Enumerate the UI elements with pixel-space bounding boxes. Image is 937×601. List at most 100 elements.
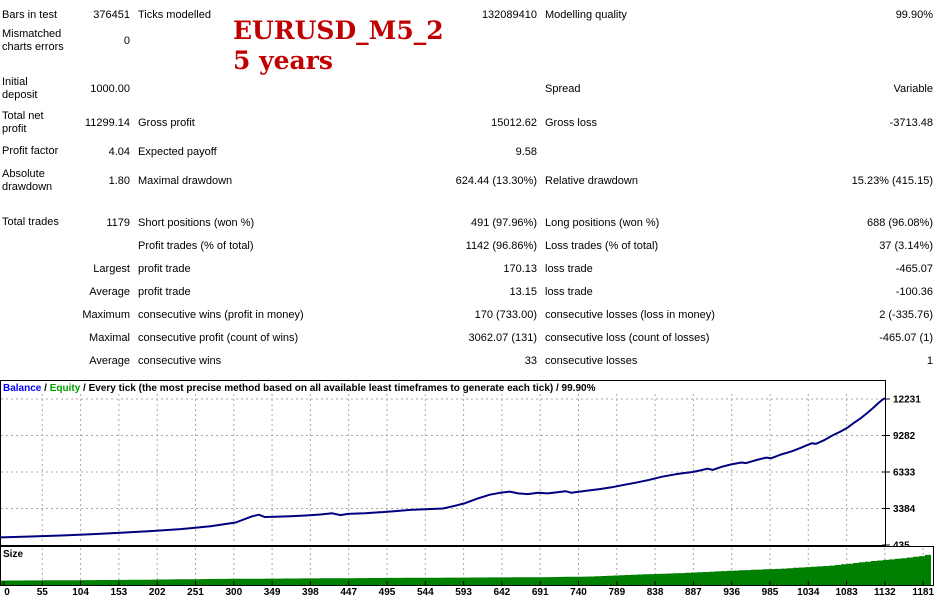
stat-value: -465.07 (1) <box>879 331 933 344</box>
x-axis-label: 104 <box>72 587 89 598</box>
stat-label: Spread <box>545 83 581 95</box>
stat-value: 4.04 <box>108 145 130 158</box>
x-axis-label: 153 <box>110 587 128 598</box>
y-axis-label: 435 <box>893 541 910 547</box>
x-axis-label: 1181 <box>912 587 935 598</box>
legend-equity: Equity <box>50 383 81 394</box>
stat-label: Gross profit <box>138 117 195 129</box>
x-axis-label: 1132 <box>874 587 896 598</box>
stat-value: 1.80 <box>108 175 130 187</box>
legend-method: / Every tick (the most precise method ba… <box>80 383 595 394</box>
stat-value: 1 <box>926 354 933 367</box>
x-axis-label: 691 <box>531 587 549 598</box>
stat-value: 132089410 <box>481 9 537 21</box>
legend-separator: / <box>41 383 49 394</box>
stat-label: profit trade <box>138 262 191 275</box>
chart-frame <box>0 380 886 546</box>
x-axis-label: 398 <box>302 587 319 598</box>
stat-value: 11299.14 <box>84 117 130 129</box>
stat-value: 15012.62 <box>491 117 537 129</box>
stat-label: Total net profit <box>2 110 44 135</box>
stats-row: Profit factor 4.04 Expected payoff 9.58 <box>2 140 933 163</box>
stat-value: 1000.00 <box>90 83 130 95</box>
stat-cell-group: Average <box>2 286 130 298</box>
stat-value: 15.23% (415.15) <box>851 175 933 187</box>
stats-row: Mismatched charts errors 0 <box>2 26 933 56</box>
stats-row: Largest profit trade 170.13 loss trade -465.… <box>2 257 933 280</box>
stat-value: 491 (97.96%) <box>470 216 537 229</box>
size-area <box>1 553 931 585</box>
stat-value: 9.58 <box>515 145 537 158</box>
stat-cell-group: Profit factor 4.04 <box>2 145 130 158</box>
stat-value: Average <box>89 285 130 298</box>
stat-cell-group: Total trades 1179 <box>2 216 130 229</box>
stats-row: Maximum consecutive wins (profit in money… <box>2 303 933 326</box>
stat-label: Expected payoff <box>138 145 217 158</box>
stat-value: 376451 <box>93 9 130 21</box>
stat-cell-group: Bars in test 376451 <box>2 9 130 22</box>
stat-value: -465.07 <box>895 262 933 275</box>
stat-cell-group: Total net profit 11299.14 <box>2 110 130 136</box>
stats-row: Profit trades (% of total) 1142 (96.86%) L… <box>2 234 933 257</box>
stat-label: Relative drawdown <box>545 175 638 187</box>
stat-label: consecutive losses <box>545 354 638 367</box>
stat-label: consecutive losses (loss in money) <box>545 308 715 321</box>
stat-cell-group: Maximal <box>2 332 130 344</box>
stats-row: Total trades 1179 Short positions (won %) 4… <box>2 211 933 234</box>
stat-value: 13.15 <box>509 285 537 298</box>
stat-label: Profit factor <box>2 145 59 157</box>
stat-label: Ticks modelled <box>138 9 211 21</box>
stat-cell-group: Mismatched charts errors 0 <box>2 28 130 54</box>
stat-value: Maximal <box>89 331 130 344</box>
stat-label: consecutive wins <box>138 354 222 367</box>
stat-cell-group: Average <box>2 355 130 367</box>
stat-value: 170.13 <box>503 262 537 275</box>
y-axis-label: 3384 <box>893 504 916 515</box>
stat-label: Long positions (won %) <box>545 216 660 229</box>
x-axis-label: 642 <box>493 587 511 598</box>
stat-label: Mismatched charts errors <box>2 28 64 53</box>
stat-value: Largest <box>93 262 130 275</box>
y-axis-label: 6333 <box>893 468 916 479</box>
y-axis-label: 12231 <box>893 395 921 406</box>
stat-value: -100.36 <box>895 285 933 298</box>
x-axis-label: 1083 <box>835 587 858 598</box>
x-axis-label: 0 <box>4 587 10 598</box>
x-axis-labels: 0 55 104 153 202 251 300 349 398 447 495 544 593 642 6… <box>0 587 937 601</box>
stat-label: profit trade <box>138 285 191 298</box>
stat-label: Profit trades (% of total) <box>138 239 254 252</box>
stat-label: Bars in test <box>2 8 58 21</box>
stats-row: Total net profit 11299.14 Gross profit 1501… <box>2 106 933 140</box>
stat-value: 2 (-335.76) <box>879 308 933 321</box>
stats-row: Bars in test 376451 Ticks modelled 13208941… <box>2 4 933 26</box>
stat-label: Initial deposit <box>2 76 38 101</box>
stat-value: 1179 <box>106 216 130 229</box>
x-axis-label: 740 <box>570 587 587 598</box>
x-axis-label: 789 <box>608 587 626 598</box>
y-axis-label: 9282 <box>893 431 916 442</box>
x-axis-label: 544 <box>416 587 434 598</box>
size-panel-label: Size <box>3 549 23 560</box>
report-title: EURUSD_M5_2 5 years <box>233 16 444 76</box>
stat-cell-group: Maximum <box>2 309 130 321</box>
stat-label: loss trade <box>545 262 593 275</box>
stat-cell-group: Absolute drawdown 1.80 <box>2 168 130 194</box>
stat-label: Modelling quality <box>545 9 627 21</box>
size-chart: Size <box>0 546 934 586</box>
x-axis-label: 593 <box>455 587 472 598</box>
stats-gap <box>2 199 933 211</box>
x-axis-label: 1034 <box>797 587 820 598</box>
stats-row: Initial deposit 1000.00 Spread Variable <box>2 72 933 106</box>
stat-value: Maximum <box>82 308 130 321</box>
stats-row: Average profit trade 13.15 loss trade -100.3… <box>2 280 933 303</box>
stat-label: consecutive loss (count of losses) <box>545 331 710 344</box>
stat-label: consecutive wins (profit in money) <box>138 308 304 321</box>
stat-label: Loss trades (% of total) <box>545 239 659 252</box>
x-axis-label: 251 <box>187 587 204 598</box>
balance-equity-chart: 435 3384 6333 9282 12231 Balance / Equity / E… <box>0 380 921 547</box>
stat-label: Gross loss <box>545 117 597 129</box>
x-axis-label: 936 <box>723 587 741 598</box>
stat-value: 170 (733.00) <box>474 308 537 321</box>
x-axis-label: 495 <box>378 587 396 598</box>
